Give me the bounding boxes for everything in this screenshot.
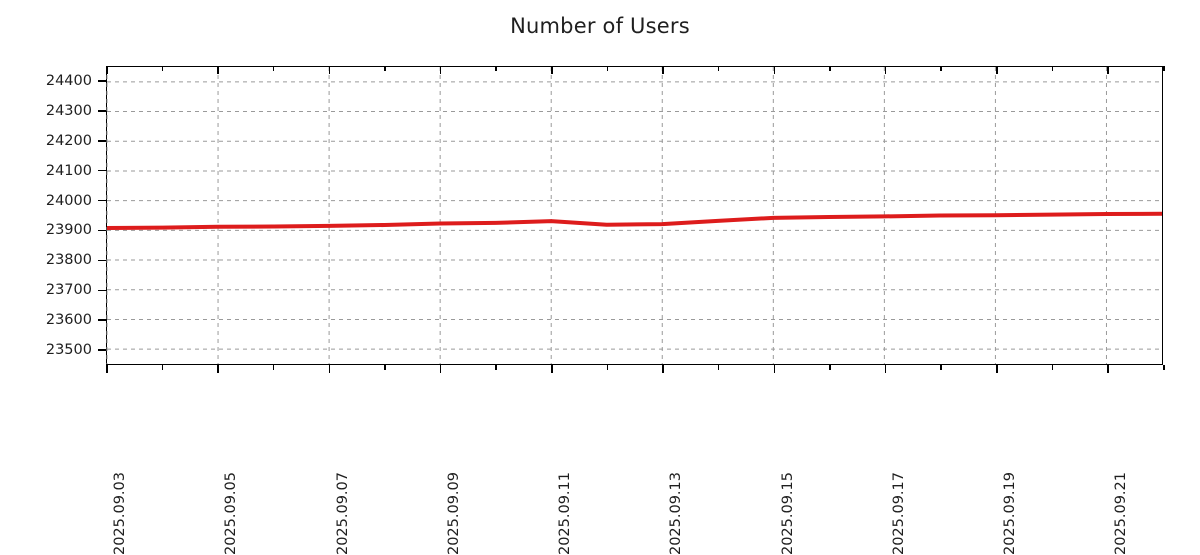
- x-tick-label: 2025.09.13: [668, 472, 685, 555]
- y-tick-label: 24000: [45, 192, 92, 209]
- x-tick-mark-major: [1107, 365, 1109, 373]
- x-tick-mark-top: [328, 66, 331, 74]
- chart-container: Number of Users 23500 23600 23700 23800 2390…: [0, 14, 1200, 555]
- y-tick-mark: [98, 199, 107, 202]
- y-tick-mark: [98, 229, 107, 232]
- x-tick-mark-top: [1107, 66, 1109, 74]
- y-tick-label: 24300: [45, 102, 92, 119]
- x-tick-label: 2025.09.15: [779, 472, 796, 555]
- x-tick-mark-major: [328, 365, 331, 373]
- x-tick-mark-major: [439, 365, 442, 373]
- x-tick-label: 2025.09.19: [1002, 472, 1019, 555]
- x-tick-mark-top: [551, 66, 553, 74]
- x-tick-label: 2025.09.21: [1113, 472, 1130, 555]
- x-tick-mark-top: [217, 66, 219, 74]
- x-tick-mark-minor: [606, 365, 609, 370]
- x-tick-mark-minor: [829, 365, 831, 370]
- x-tick-mark-top: [662, 66, 664, 74]
- y-tick-mark: [98, 349, 107, 351]
- y-tick-mark: [98, 259, 107, 262]
- x-tick-label: 2025.09.05: [223, 472, 240, 555]
- gridlines: [107, 67, 1162, 364]
- x-tick-mark-top: [272, 66, 275, 71]
- x-tick-mark-top: [940, 66, 942, 71]
- y-tick-label: 24100: [45, 162, 92, 179]
- x-tick-mark-minor: [384, 365, 386, 370]
- x-tick-mark-major: [996, 365, 998, 373]
- x-tick-mark-minor: [1163, 365, 1165, 370]
- x-tick-mark-top: [996, 66, 998, 74]
- y-tick-mark: [98, 169, 107, 172]
- x-tick-mark-top: [384, 66, 386, 71]
- y-tick-label: 24400: [45, 72, 92, 89]
- x-tick-mark-minor: [161, 365, 164, 370]
- x-tick-mark-minor: [940, 365, 942, 370]
- x-tick-mark-major: [773, 365, 776, 373]
- x-tick-mark-top: [106, 66, 108, 74]
- x-tick-mark-minor: [1051, 365, 1054, 370]
- y-tick-mark: [98, 319, 107, 321]
- x-tick-mark-minor: [272, 365, 275, 370]
- y-tick-mark: [98, 80, 107, 82]
- x-axis-labels: 2025.09.03 2025.09.05 2025.09.07 2025.09.09…: [0, 372, 1200, 555]
- y-tick-label: 23900: [45, 222, 92, 239]
- x-tick-label: 2025.09.09: [445, 472, 462, 555]
- x-tick-mark-minor: [717, 365, 720, 370]
- y-tick-label: 23700: [45, 282, 92, 299]
- x-tick-mark-top: [1051, 66, 1054, 71]
- x-tick-mark-top: [439, 66, 442, 74]
- x-tick-mark-major: [884, 365, 887, 373]
- x-tick-mark-top: [829, 66, 831, 71]
- x-tick-mark-top: [161, 66, 164, 71]
- x-tick-mark-major: [217, 365, 219, 373]
- x-tick-mark-major: [662, 365, 664, 373]
- x-tick-mark-top: [495, 66, 497, 71]
- x-tick-label: 2025.09.17: [890, 472, 907, 555]
- series-line-number-of-users: [107, 67, 1162, 364]
- chart-title: Number of Users: [510, 14, 690, 38]
- x-tick-mark-top: [773, 66, 776, 74]
- x-tick-mark-major: [106, 365, 108, 373]
- y-tick-mark: [98, 110, 107, 112]
- y-tick-label: 24200: [45, 132, 92, 149]
- x-tick-mark-top: [884, 66, 887, 74]
- y-tick-mark: [98, 289, 107, 291]
- x-tick-mark-top: [1163, 66, 1165, 71]
- x-tick-label: 2025.09.11: [557, 472, 574, 555]
- y-tick-label: 23800: [45, 252, 92, 269]
- x-tick-mark-major: [551, 365, 553, 373]
- y-tick-label: 23600: [45, 312, 92, 329]
- x-tick-mark-minor: [495, 365, 497, 370]
- plot-area: [106, 66, 1163, 365]
- y-tick-label: 23500: [45, 342, 92, 359]
- x-tick-mark-top: [606, 66, 609, 71]
- x-tick-label: 2025.09.07: [334, 472, 351, 555]
- x-tick-label: 2025.09.03: [112, 472, 128, 555]
- y-tick-mark: [98, 140, 107, 142]
- x-tick-mark-top: [717, 66, 720, 71]
